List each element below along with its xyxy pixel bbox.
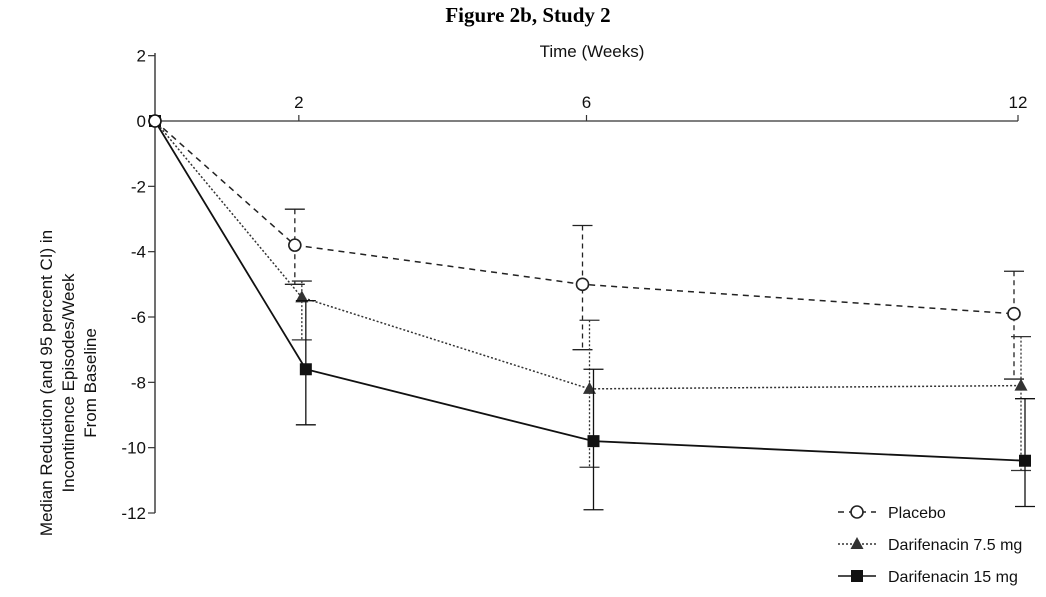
data-point [288,238,302,252]
data-point [299,363,312,376]
legend-label: Darifenacin 15 mg [888,569,1018,586]
legend-item: Darifenacin 7.5 mg [838,537,1022,554]
data-point [587,435,600,448]
legend-item: Placebo [838,505,946,522]
data-point [583,381,596,394]
legend-label: Placebo [888,505,946,522]
data-point [1019,454,1031,467]
y-axis-label-line: Median Reduction (and 95 percent CI) in [37,230,56,536]
series-darifenacin-7-5-mg [154,120,1031,472]
x-axis-label: Time (Weeks) [540,42,645,61]
chart-title: Figure 2b, Study 2 [445,3,610,27]
x-tick-label: 12 [1009,93,1028,112]
series-line [154,120,1026,462]
y-tick-label: 2 [137,47,146,66]
y-tick-label: -10 [121,439,146,458]
data-point [295,290,309,303]
series-line [154,120,1015,315]
origin-point [148,114,162,128]
y-tick-label: -12 [121,504,146,523]
data-point [1014,378,1028,391]
y-tick-label: 0 [137,112,146,131]
y-tick-label: -6 [131,308,146,327]
y-axis-label-line: Incontinence Episodes/Week [59,273,78,492]
y-tick-label: -4 [131,243,146,262]
data-point [575,277,590,292]
legend-item: Darifenacin 15 mg [838,569,1018,586]
y-tick-label: -2 [131,177,146,196]
data-point [1007,306,1021,321]
series-placebo [154,120,1024,380]
legend-marker [850,505,864,519]
legend-label: Darifenacin 7.5 mg [888,537,1022,554]
series-layer [148,114,1035,511]
legend: Placebo Darifenacin 7.5 mg Darifenacin 15 … [838,505,1022,586]
x-tick-label: 6 [582,93,591,112]
y-axis-label-line: From Baseline [81,328,100,438]
x-tick-label: 2 [294,93,303,112]
legend-marker [851,570,863,582]
y-axis-label: Median Reduction (and 95 percent CI) in I… [37,230,100,536]
legend-marker [850,537,864,549]
axes: 2 0 -2 -4 -6 -8 -10 -12 2 6 12 Time (Weeks) Median R… [37,42,1027,536]
series-darifenacin-15-mg [154,120,1035,511]
y-tick-label: -8 [131,373,146,392]
series-line [154,120,1022,390]
